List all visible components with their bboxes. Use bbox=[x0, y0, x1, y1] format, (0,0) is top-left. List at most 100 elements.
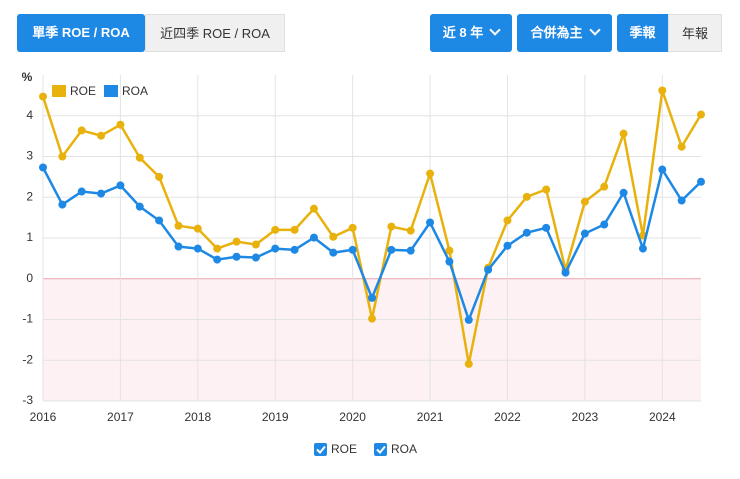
data-point bbox=[271, 244, 280, 253]
y-tick-label: -2 bbox=[22, 352, 33, 366]
legend-toggle[interactable]: ROA bbox=[374, 442, 417, 456]
data-point bbox=[77, 126, 86, 135]
data-point bbox=[697, 177, 705, 186]
legend-swatch bbox=[104, 85, 118, 97]
data-point bbox=[58, 200, 67, 209]
data-point bbox=[232, 252, 241, 261]
data-point bbox=[464, 359, 473, 368]
data-point bbox=[522, 192, 531, 201]
data-point bbox=[542, 185, 551, 194]
checkbox bbox=[314, 443, 327, 456]
dropdown-label: 合併為主 bbox=[530, 25, 583, 40]
data-point bbox=[116, 181, 125, 190]
x-tick-label: 2022 bbox=[494, 410, 521, 424]
tab[interactable]: 近四季 ROE / ROA bbox=[145, 14, 285, 52]
data-point bbox=[426, 169, 435, 178]
data-point bbox=[484, 265, 493, 274]
data-point bbox=[271, 225, 280, 234]
x-tick-label: 2021 bbox=[417, 410, 444, 424]
legend-label: ROA bbox=[122, 84, 148, 98]
y-tick-label: 4 bbox=[26, 108, 33, 122]
tab[interactable]: 單季 ROE / ROA bbox=[17, 14, 145, 52]
data-point bbox=[193, 224, 202, 233]
data-point bbox=[251, 240, 260, 249]
period-button[interactable]: 年報 bbox=[668, 14, 722, 52]
data-point bbox=[619, 129, 628, 138]
data-point bbox=[39, 163, 47, 172]
y-tick-label: 3 bbox=[26, 149, 33, 163]
data-point bbox=[406, 246, 415, 255]
data-point bbox=[135, 202, 144, 211]
data-point bbox=[135, 153, 144, 162]
data-point bbox=[116, 120, 125, 129]
checkmark bbox=[316, 445, 326, 454]
data-point bbox=[348, 223, 357, 232]
x-tick-label: 2018 bbox=[184, 410, 211, 424]
checkmark bbox=[376, 445, 386, 454]
legend-toggle[interactable]: ROE bbox=[314, 442, 357, 456]
data-point bbox=[213, 255, 222, 264]
y-tick-label: 0 bbox=[26, 271, 33, 285]
y-tick-label: 1 bbox=[26, 230, 33, 244]
x-tick-label: 2020 bbox=[339, 410, 366, 424]
data-point bbox=[290, 225, 299, 234]
data-point bbox=[619, 188, 628, 197]
y-tick-label: 2 bbox=[26, 189, 33, 203]
data-point bbox=[368, 314, 376, 323]
x-tick-label: 2016 bbox=[30, 410, 57, 424]
data-point bbox=[193, 244, 202, 253]
data-point bbox=[406, 226, 415, 235]
data-point bbox=[97, 189, 106, 198]
data-point bbox=[600, 182, 609, 191]
data-point bbox=[503, 241, 512, 250]
legend-label: ROE bbox=[331, 442, 357, 456]
data-point bbox=[464, 315, 473, 324]
data-point bbox=[174, 221, 183, 230]
legend-label: ROE bbox=[70, 84, 96, 98]
data-point bbox=[600, 220, 609, 229]
data-point bbox=[213, 244, 222, 253]
data-point bbox=[58, 152, 67, 161]
data-point bbox=[232, 237, 241, 246]
data-point bbox=[445, 246, 454, 255]
data-point bbox=[522, 228, 531, 237]
y-tick-label: -1 bbox=[22, 312, 33, 326]
legend-swatch bbox=[52, 85, 66, 97]
dropdown[interactable]: 近 8 年 bbox=[430, 14, 512, 52]
x-tick-label: 2019 bbox=[262, 410, 289, 424]
data-point bbox=[638, 244, 647, 253]
data-point bbox=[697, 110, 705, 119]
x-tick-label: 2017 bbox=[107, 410, 134, 424]
data-point bbox=[677, 196, 686, 205]
data-point bbox=[387, 245, 396, 254]
data-point bbox=[387, 222, 396, 231]
data-point bbox=[368, 293, 376, 302]
data-point bbox=[290, 245, 299, 254]
data-point bbox=[677, 142, 686, 151]
data-point bbox=[580, 197, 589, 206]
period-button[interactable]: 季報 bbox=[617, 14, 668, 52]
legend-label: ROA bbox=[391, 442, 417, 456]
data-point bbox=[658, 165, 667, 174]
dropdown-label: 近 8 年 bbox=[442, 25, 484, 40]
data-point bbox=[155, 216, 164, 225]
checkbox bbox=[374, 443, 387, 456]
data-point bbox=[309, 233, 318, 242]
data-point bbox=[329, 248, 338, 257]
data-point bbox=[561, 268, 570, 277]
data-point bbox=[251, 253, 260, 262]
data-point bbox=[445, 257, 454, 266]
x-tick-label: 2023 bbox=[572, 410, 599, 424]
data-point bbox=[155, 172, 164, 181]
y-unit: % bbox=[22, 70, 33, 84]
dropdown[interactable]: 合併為主 bbox=[517, 14, 612, 52]
data-point bbox=[658, 86, 667, 95]
y-tick-label: -3 bbox=[22, 393, 33, 407]
data-point bbox=[542, 223, 551, 232]
data-point bbox=[39, 92, 47, 101]
data-point bbox=[426, 218, 435, 227]
data-point bbox=[348, 245, 357, 254]
data-point bbox=[174, 242, 183, 251]
